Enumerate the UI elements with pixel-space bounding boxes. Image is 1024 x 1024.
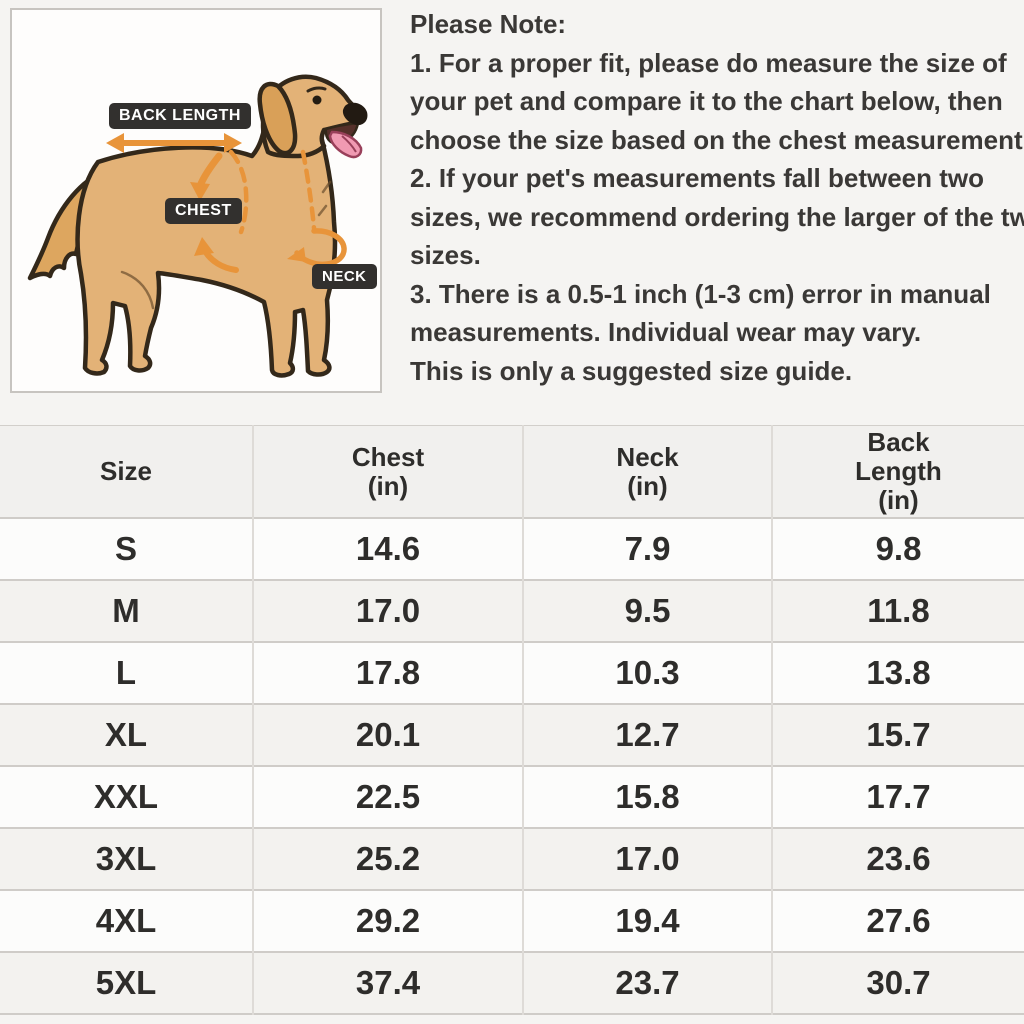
dog-nose: [342, 102, 368, 126]
neck-value-cell: 15.8: [522, 766, 772, 828]
size-label-cell: XL: [0, 704, 253, 766]
neck-value-cell: 10.3: [522, 642, 772, 704]
neck-value-cell: 12.7: [522, 704, 772, 766]
chest-value-cell: 14.6: [252, 518, 523, 580]
dog-tongue: [328, 130, 363, 159]
note-line-2: your pet and compare it to the chart bel…: [410, 86, 1003, 116]
size-row-m: M 17.0 9.5 11.8: [0, 580, 1024, 642]
size-label-cell: L: [0, 642, 253, 704]
neck-value-cell: 23.7: [522, 952, 772, 1014]
back-length-arrow: [106, 133, 242, 153]
neck-value-cell: 19.4: [522, 890, 772, 952]
note-line-8: measurements. Individual wear may vary.: [410, 317, 922, 347]
chest-value-cell: 37.4: [252, 952, 523, 1014]
neck-badge: NECK: [312, 264, 377, 289]
dog-tongue-line: [341, 135, 357, 153]
chest-value-cell: 17.8: [252, 642, 523, 704]
column-header-back-length: Back Length (in): [771, 425, 1024, 518]
back-length-value-cell: 27.6: [771, 890, 1024, 952]
note-line-9: This is only a suggested size guide.: [410, 355, 853, 386]
back-length-badge: BACK LENGTH: [109, 103, 251, 129]
size-label-cell: 4XL: [0, 890, 253, 952]
neck-value-cell: 17.0: [522, 828, 772, 890]
dog-ear: [257, 81, 298, 156]
note-line-5: sizes, we recommend ordering the larger …: [410, 201, 1024, 232]
chest-value-cell: 22.5: [252, 766, 523, 828]
dog-brow: [306, 86, 327, 93]
chest-value-cell: 29.2: [252, 890, 523, 952]
size-label-cell: 5XL: [0, 952, 253, 1014]
note-line-1: 1. For a proper fit, please do measure t…: [410, 47, 1007, 78]
back-length-value-cell: 13.8: [771, 642, 1024, 704]
back-length-value-cell: 15.7: [771, 704, 1024, 766]
size-row-s: S 14.6 7.9 9.8: [0, 518, 1024, 580]
header-line: (in): [878, 485, 919, 515]
neck-value-cell: 9.5: [522, 580, 772, 642]
chest-value-cell: 17.0: [252, 580, 523, 642]
column-header-size: Size: [0, 425, 253, 518]
back-length-value-cell: 30.7: [771, 952, 1024, 1014]
back-length-value-cell: 17.7: [771, 766, 1024, 828]
chest-badge: CHEST: [165, 198, 242, 224]
size-row-5xl: 5XL 37.4 23.7 30.7: [0, 952, 1024, 1014]
size-row-4xl: 4XL 29.2 19.4 27.6: [0, 890, 1024, 952]
table-header-row: Size Chest (in) Neck (in) Back Length (i…: [0, 425, 1024, 518]
size-row-l: L 17.8 10.3 13.8: [0, 642, 1024, 704]
size-row-xl: XL 20.1 12.7 15.7: [0, 704, 1024, 766]
back-length-value-cell: 11.8: [771, 580, 1024, 642]
size-row-3xl: 3XL 25.2 17.0 23.6: [0, 828, 1024, 890]
header-line: Back: [867, 427, 930, 457]
size-chart-table: Size Chest (in) Neck (in) Back Length (i…: [0, 425, 1024, 1015]
size-label-cell: M: [0, 580, 253, 642]
dog-fur-details: [120, 180, 332, 310]
size-row-xxl: XXL 22.5 15.8 17.7: [0, 766, 1024, 828]
column-header-chest: Chest (in): [252, 425, 523, 518]
dog-eye: [312, 95, 322, 105]
size-label-cell: 3XL: [0, 828, 253, 890]
neck-measure-dashed: [300, 149, 317, 231]
header-line: (in): [627, 470, 668, 501]
column-header-neck: Neck (in): [522, 425, 772, 518]
neck-measure-loop: [287, 228, 347, 268]
header-line: Neck: [616, 441, 679, 472]
size-label-cell: S: [0, 518, 253, 580]
header-line: Size: [99, 456, 153, 486]
header-line: Chest: [351, 441, 425, 472]
header-line: Length: [855, 456, 942, 486]
chest-measure-arrow-top: [190, 152, 223, 201]
chest-value-cell: 20.1: [252, 704, 523, 766]
back-length-value-cell: 9.8: [771, 518, 1024, 580]
note-line-4: 2. If your pet's measurements fall betwe…: [410, 163, 985, 193]
neck-value-cell: 7.9: [522, 518, 772, 580]
chest-value-cell: 25.2: [252, 828, 523, 890]
measurement-diagram: BACK LENGTH CHEST NECK: [10, 8, 382, 393]
chest-measure-dashed: [228, 149, 249, 235]
note-section: Please Note: 1. For a proper fit, please…: [410, 5, 1024, 390]
header-line: (in): [367, 470, 409, 501]
note-line-7: 3. There is a 0.5-1 inch (1-3 cm) error …: [410, 278, 991, 309]
note-line-3: choose the size based on the chest measu…: [410, 124, 1024, 155]
chest-measure-arrow-bottom: [194, 237, 239, 273]
dog-illustration: [27, 74, 368, 378]
note-line-6: sizes.: [410, 240, 481, 270]
back-length-value-cell: 23.6: [771, 828, 1024, 890]
note-title: Please Note:: [410, 9, 567, 39]
size-label-cell: XXL: [0, 766, 253, 828]
